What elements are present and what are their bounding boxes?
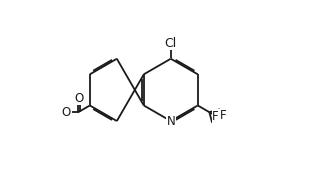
Text: Cl: Cl (165, 36, 177, 50)
Text: F: F (220, 109, 227, 122)
Text: N: N (166, 114, 175, 128)
Text: F: F (212, 110, 219, 123)
Text: O: O (74, 92, 83, 105)
Text: O: O (61, 106, 71, 119)
Text: F: F (219, 111, 225, 124)
